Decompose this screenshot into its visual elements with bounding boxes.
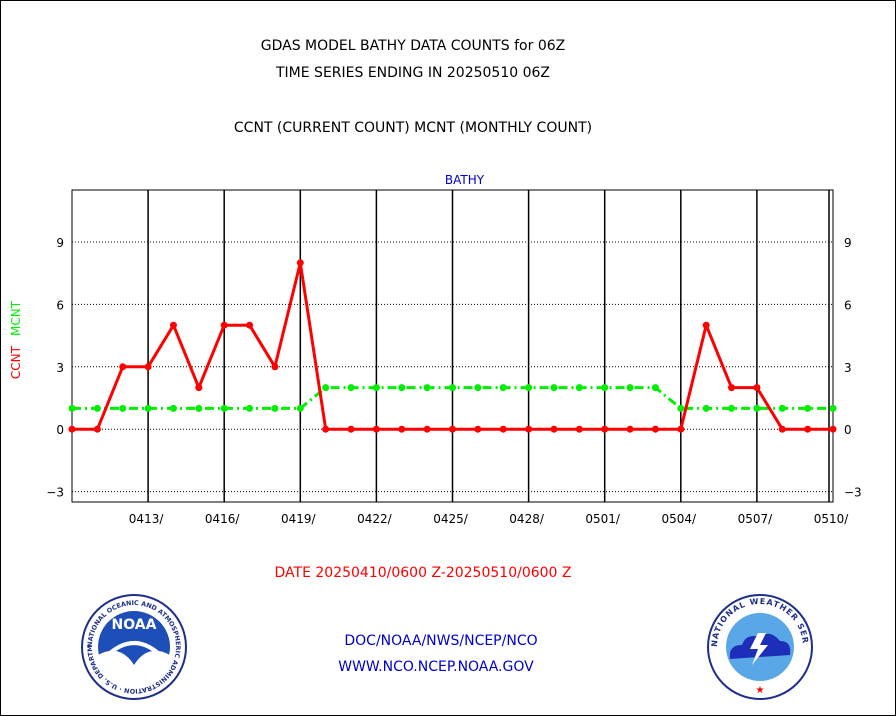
date-range-label: DATE 20250410/0600 Z-20250510/0600 Z [274,565,572,581]
y-tick-label-left: 0 [56,423,64,437]
data-point-mcnt [651,384,659,392]
data-point-ccnt [753,384,761,392]
data-point-mcnt [271,404,279,412]
data-point-mcnt [423,384,431,392]
x-tick-label: 0510/ [814,512,850,526]
data-point-ccnt [423,425,431,433]
data-point-mcnt [347,384,355,392]
data-point-mcnt [220,404,228,412]
data-point-ccnt [626,425,634,433]
y-tick-label-left: 9 [56,236,64,250]
data-point-mcnt [677,404,685,412]
data-point-ccnt [651,425,659,433]
nws-star-icon: ★ [756,685,765,696]
data-point-ccnt [246,321,254,329]
web-line: WWW.NCO.NCEP.NOAA.GOV [338,659,534,675]
y-tick-label-right: 6 [844,298,852,312]
y-tick-label-left: −3 [46,486,64,500]
data-point-mcnt [829,404,837,412]
x-tick-label: 0422/ [357,512,393,526]
y-axis-label-group: CCNT MCNT [9,300,23,379]
y-tick-label-right: 0 [844,423,852,437]
x-tick-label: 0507/ [738,512,774,526]
data-point-ccnt [144,363,152,371]
data-point-mcnt [119,404,127,412]
data-point-ccnt [778,425,786,433]
data-point-ccnt [271,363,279,371]
data-point-ccnt [119,363,127,371]
data-point-ccnt [728,384,736,392]
data-point-mcnt [601,384,609,392]
data-point-ccnt [499,425,507,433]
data-point-ccnt [804,425,812,433]
data-point-mcnt [169,404,177,412]
data-point-ccnt [220,321,228,329]
data-point-mcnt [195,404,203,412]
y-tick-label-left: 6 [56,298,64,312]
data-point-ccnt [601,425,609,433]
data-point-ccnt [575,425,583,433]
y-tick-label-left: 3 [56,361,64,375]
x-tick-label: 0419/ [281,512,317,526]
data-point-ccnt [525,425,533,433]
data-point-mcnt [753,404,761,412]
data-point-mcnt [728,404,736,412]
data-point-mcnt [93,404,101,412]
data-point-ccnt [169,321,177,329]
y-axis-label-mcnt: MCNT [9,300,23,336]
data-point-mcnt [525,384,533,392]
data-point-mcnt [398,384,406,392]
x-tick-label: 0428/ [509,512,545,526]
y-axis-label-ccnt: CCNT [9,345,23,379]
noaa-logo: NOAA NATIONAL OCEANIC AND ATMOSPHERIC AD… [80,593,187,700]
data-point-mcnt [778,404,786,412]
data-point-ccnt [93,425,101,433]
nws-logo: NATIONAL WEATHER SERVICE ★ [706,593,813,700]
data-point-ccnt [347,425,355,433]
data-point-mcnt [474,384,482,392]
panel-title: BATHY [445,173,485,187]
data-point-mcnt [372,384,380,392]
data-point-ccnt [296,259,304,267]
data-point-ccnt [677,425,685,433]
data-point-mcnt [449,384,456,392]
noaa-logo-text: NOAA [112,617,157,633]
data-point-ccnt [68,425,76,433]
data-point-ccnt [702,321,710,329]
y-tick-label-right: −3 [844,486,862,500]
data-point-ccnt [195,384,203,392]
data-point-ccnt [550,425,558,433]
org-line: DOC/NOAA/NWS/NCEP/NCO [344,633,538,649]
data-point-mcnt [626,384,634,392]
x-tick-label: 0501/ [585,512,621,526]
y-tick-label-right: 9 [844,236,852,250]
x-tick-label: 0413/ [129,512,165,526]
data-point-ccnt [829,425,837,433]
y-tick-label-right: 3 [844,361,852,375]
data-point-mcnt [296,404,304,412]
data-point-ccnt [372,425,380,433]
chart-title-line2: TIME SERIES ENDING IN 20250510 06Z [276,65,550,81]
data-point-ccnt [474,425,482,433]
data-point-mcnt [499,384,507,392]
data-point-ccnt [322,425,330,433]
x-tick-label: 0425/ [433,512,469,526]
data-point-mcnt [575,384,583,392]
chart-title: GDAS MODEL BATHY DATA COUNTS for 06Z [260,38,566,54]
x-tick-label: 0504/ [662,512,698,526]
data-point-mcnt [144,404,152,412]
data-point-mcnt [68,404,76,412]
data-point-mcnt [322,384,330,392]
data-point-mcnt [804,404,812,412]
data-point-mcnt [550,384,558,392]
chart-subtitle: CCNT (CURRENT COUNT) MCNT (MONTHLY COUNT… [233,120,593,136]
data-point-ccnt [449,425,456,433]
data-point-ccnt [398,425,406,433]
x-tick-label: 0416/ [205,512,241,526]
data-point-mcnt [702,404,710,412]
data-point-mcnt [246,404,254,412]
